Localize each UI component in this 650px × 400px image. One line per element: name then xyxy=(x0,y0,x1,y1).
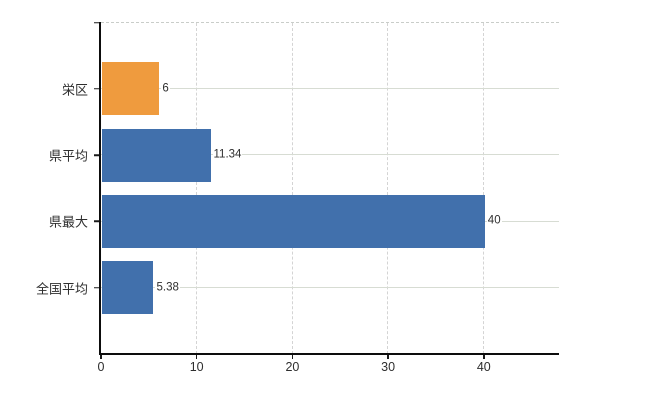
plot-top-border xyxy=(101,21,559,23)
bar xyxy=(102,62,160,116)
bar-value-label: 5.38 xyxy=(155,281,180,295)
bar xyxy=(102,194,485,248)
y-axis-tick xyxy=(94,154,100,156)
x-axis-tick xyxy=(291,354,294,359)
y-axis-tick xyxy=(94,220,100,223)
bar xyxy=(102,261,154,315)
gridline-vertical xyxy=(195,22,197,354)
x-axis-tick xyxy=(195,354,198,359)
gridline-vertical xyxy=(291,22,293,354)
y-axis-tick xyxy=(94,286,100,289)
x-tick-label: 20 xyxy=(285,360,300,374)
bar-value-label: 40 xyxy=(486,214,502,228)
category-label: 県最大 xyxy=(48,214,88,230)
x-axis-tick xyxy=(387,354,389,359)
gridline-horizontal xyxy=(101,154,559,156)
bar-value-label: 11.34 xyxy=(212,148,243,162)
x-tick-label: 30 xyxy=(381,360,396,374)
bar xyxy=(102,128,211,182)
x-tick-label: 10 xyxy=(189,360,204,374)
bar-value-label: 6 xyxy=(161,82,170,96)
gridline-vertical xyxy=(387,22,389,354)
x-axis-tick xyxy=(483,354,485,359)
gridline-horizontal xyxy=(101,286,559,288)
y-axis-tick xyxy=(94,21,100,24)
category-label: 全国平均 xyxy=(35,281,88,297)
y-axis-tick xyxy=(94,88,100,90)
x-tick-label: 40 xyxy=(476,360,491,374)
y-axis-line xyxy=(99,21,101,355)
x-tick-label: 0 xyxy=(97,360,105,374)
x-axis-tick xyxy=(100,354,102,359)
gridline-horizontal xyxy=(101,88,559,90)
category-label: 県平均 xyxy=(48,148,88,164)
category-label: 栄区 xyxy=(61,82,88,98)
x-axis-line xyxy=(99,353,559,355)
gridline-vertical xyxy=(483,22,485,354)
